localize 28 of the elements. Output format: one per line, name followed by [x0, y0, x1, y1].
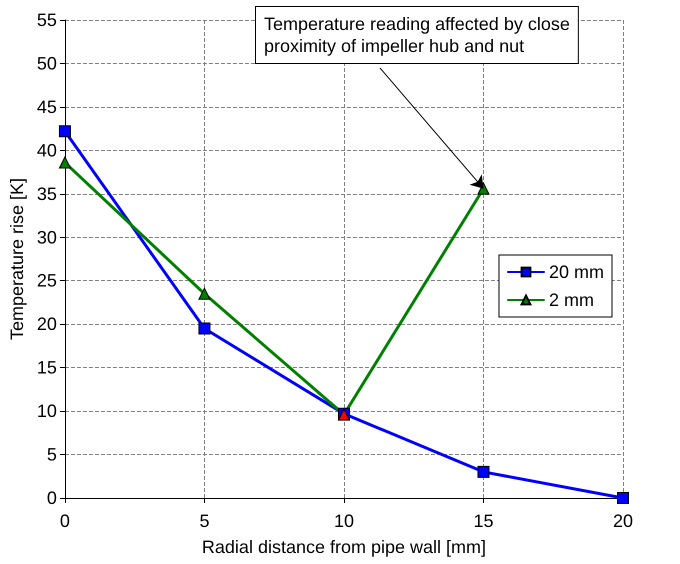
point — [477, 466, 490, 478]
y-tick-label: 45 — [36, 96, 57, 117]
y-tick-label: 25 — [36, 270, 57, 291]
y-tick-label: 35 — [36, 184, 57, 204]
y-tick-label: 15 — [36, 358, 57, 378]
x-tick-label: 20 — [612, 511, 634, 531]
x-tick-label: 5 — [199, 511, 210, 531]
y-tick-label: 20 — [36, 314, 57, 334]
x-tick-label: 10 — [334, 511, 354, 531]
x-tick-label: 15 — [473, 511, 494, 531]
annotation: Temperature reading affected by close proximity of impeller hub and nut — [264, 14, 570, 56]
x-axis-title: Radial distance from pipe wall [mm] — [202, 537, 486, 557]
point — [617, 492, 629, 504]
y-tick-label: 0 — [46, 488, 57, 508]
x-tick-label: 0 — [60, 511, 70, 531]
y-tick-label: 55 — [36, 10, 57, 30]
y-tick-label: 5 — [46, 444, 57, 465]
point — [198, 322, 210, 335]
y-tick-label: 40 — [36, 140, 57, 160]
y-axis-title: Temperature rise [K] — [7, 178, 27, 340]
point — [58, 125, 71, 138]
y-tick-label: 50 — [36, 53, 57, 74]
legend-label: 2 mm — [548, 290, 594, 310]
y-tick-label: 10 — [36, 401, 57, 422]
point — [58, 156, 71, 169]
point — [198, 288, 210, 300]
legend-label: 20 mm — [548, 262, 604, 282]
y-tick-label: 30 — [36, 227, 57, 248]
